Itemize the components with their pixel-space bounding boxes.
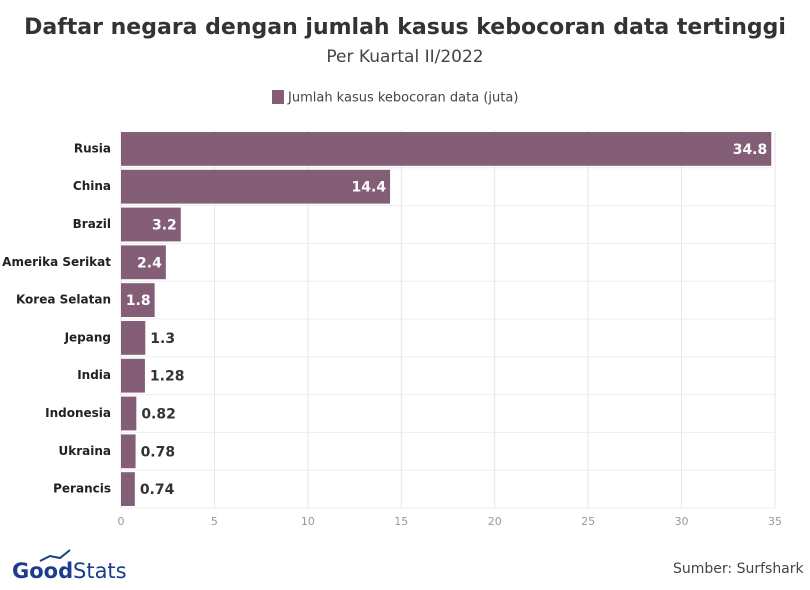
y-tick-label: China	[73, 179, 111, 193]
y-tick-label: Rusia	[74, 141, 111, 155]
y-tick-label: Brazil	[73, 217, 111, 231]
value-label: 0.82	[141, 407, 176, 423]
x-tick-label: 20	[488, 515, 502, 528]
bar	[121, 132, 772, 166]
bar	[121, 358, 145, 393]
chart-subtitle: Per Kuartal II/2022	[326, 47, 483, 67]
chart-title: Daftar negara dengan jumlah kasus keboco…	[24, 15, 786, 40]
legend-label: Jumlah kasus kebocoran data (juta)	[287, 91, 518, 106]
x-tick-label: 35	[768, 515, 782, 528]
bar	[121, 207, 181, 242]
value-label: 0.74	[140, 482, 175, 498]
value-label: 3.2	[152, 218, 177, 234]
bar	[121, 321, 146, 355]
y-tick-label: Indonesia	[45, 406, 111, 420]
logo-second: Stats	[73, 559, 127, 583]
value-label: 14.4	[352, 180, 387, 196]
x-tick-label: 25	[581, 515, 595, 528]
value-label: 1.8	[126, 293, 151, 309]
x-tick-label: 5	[211, 515, 218, 528]
value-label: 2.4	[137, 255, 162, 271]
x-tick-label: 15	[394, 515, 408, 528]
bar	[121, 245, 166, 280]
y-tick-label: Korea Selatan	[16, 293, 111, 307]
y-tick-label: Ukraina	[59, 444, 112, 458]
y-tick-label: Amerika Serikat	[2, 255, 111, 269]
bar	[121, 434, 136, 469]
value-label: 1.3	[150, 331, 175, 347]
bar	[121, 283, 155, 317]
bar	[121, 472, 135, 506]
y-tick-label: Perancis	[53, 482, 111, 496]
value-label: 0.78	[141, 444, 176, 460]
bar	[121, 396, 137, 431]
x-tick-label: 10	[301, 515, 315, 528]
y-tick-label: India	[77, 368, 111, 382]
logo-icon	[39, 549, 71, 562]
legend-swatch	[272, 90, 284, 104]
value-label: 34.8	[733, 142, 768, 158]
logo: Good Stats	[12, 549, 127, 583]
source: Sumber: Surfshark	[673, 561, 805, 577]
logo-first: Good	[12, 559, 73, 583]
bar	[121, 169, 391, 204]
x-tick-label: 30	[675, 515, 689, 528]
y-tick-label: Jepang	[64, 330, 111, 344]
value-label: 1.28	[150, 369, 185, 385]
x-tick-label: 0	[118, 515, 125, 528]
